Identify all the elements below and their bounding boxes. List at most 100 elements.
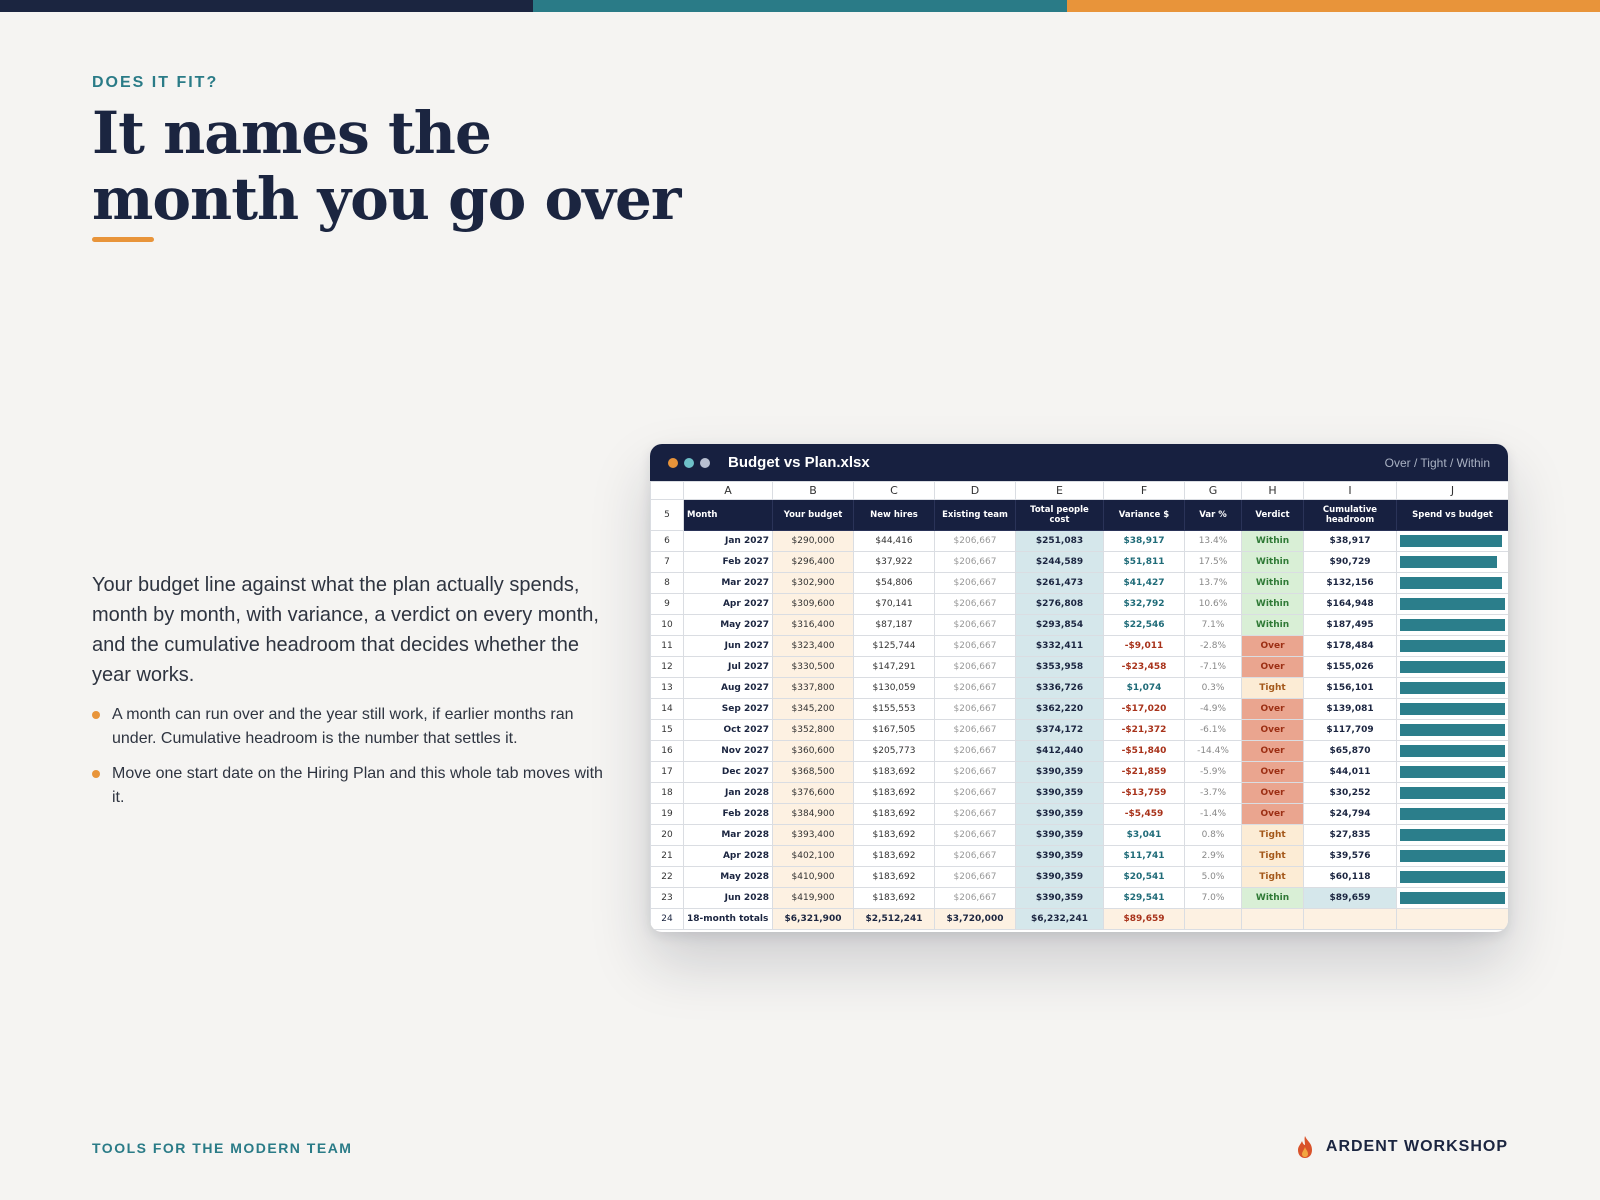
cell-verdict[interactable]: Within <box>1241 593 1304 615</box>
cell-hires[interactable]: $147,291 <box>853 656 935 678</box>
cell-hires[interactable]: $167,505 <box>853 719 935 741</box>
cell-total[interactable]: $374,172 <box>1015 719 1104 741</box>
cell-month[interactable]: Jan 2028 <box>683 782 773 804</box>
cell-spend-vs-budget[interactable] <box>1396 551 1508 573</box>
column-letter-c[interactable]: C <box>853 481 935 500</box>
row-number[interactable]: 17 <box>650 761 684 783</box>
cell-var-pct[interactable]: 2.9% <box>1184 845 1242 867</box>
cell-hires[interactable]: $183,692 <box>853 845 935 867</box>
cell-verdict[interactable]: Tight <box>1241 866 1304 888</box>
cell-verdict[interactable]: Within <box>1241 572 1304 594</box>
cell-hires[interactable]: $183,692 <box>853 782 935 804</box>
cell-month[interactable]: Jun 2027 <box>683 635 773 657</box>
cell-hires[interactable]: $54,806 <box>853 572 935 594</box>
row-number[interactable]: 16 <box>650 740 684 762</box>
cell-budget[interactable]: $323,400 <box>772 635 854 657</box>
cell-spend-vs-budget[interactable] <box>1396 761 1508 783</box>
cell-hires[interactable]: $130,059 <box>853 677 935 699</box>
cell-variance[interactable]: -$21,372 <box>1103 719 1185 741</box>
cell-existing[interactable]: $206,667 <box>934 866 1016 888</box>
column-header[interactable]: Cumulative headroom <box>1303 499 1397 531</box>
row-number[interactable]: 11 <box>650 635 684 657</box>
cell-hires[interactable]: $155,553 <box>853 698 935 720</box>
cell-cumulative[interactable]: $39,576 <box>1303 845 1397 867</box>
row-number[interactable]: 8 <box>650 572 684 594</box>
totals-label[interactable]: 18-month totals → <box>683 908 773 930</box>
cell-total[interactable]: $390,359 <box>1015 824 1104 846</box>
cell-cumulative[interactable]: $178,484 <box>1303 635 1397 657</box>
cell-verdict[interactable]: Over <box>1241 719 1304 741</box>
cell-total[interactable]: $332,411 <box>1015 635 1104 657</box>
cell-total[interactable]: $261,473 <box>1015 572 1104 594</box>
cell-existing[interactable]: $206,667 <box>934 656 1016 678</box>
cell-total[interactable]: $353,958 <box>1015 656 1104 678</box>
column-letter-f[interactable]: F <box>1103 481 1185 500</box>
cell-month[interactable]: Dec 2027 <box>683 761 773 783</box>
cell-var-pct[interactable]: -14.4% <box>1184 740 1242 762</box>
cell-existing[interactable]: $206,667 <box>934 740 1016 762</box>
cell-spend-vs-budget[interactable] <box>1396 593 1508 615</box>
cell-spend-vs-budget[interactable] <box>1396 740 1508 762</box>
cell-var-pct[interactable]: 17.5% <box>1184 551 1242 573</box>
row-number[interactable]: 15 <box>650 719 684 741</box>
cell-variance[interactable]: $3,041 <box>1103 824 1185 846</box>
cell-budget[interactable]: $316,400 <box>772 614 854 636</box>
cell-verdict[interactable]: Tight <box>1241 677 1304 699</box>
cell-verdict[interactable]: Over <box>1241 698 1304 720</box>
cell-verdict[interactable]: Within <box>1241 614 1304 636</box>
cell-existing[interactable]: $206,667 <box>934 845 1016 867</box>
row-number[interactable]: 13 <box>650 677 684 699</box>
cell-existing[interactable]: $206,667 <box>934 803 1016 825</box>
cell-cumulative[interactable]: $156,101 <box>1303 677 1397 699</box>
cell-var-pct[interactable]: -1.4% <box>1184 803 1242 825</box>
cell-variance[interactable]: $1,074 <box>1103 677 1185 699</box>
cell-total[interactable]: $244,589 <box>1015 551 1104 573</box>
cell-verdict[interactable]: Over <box>1241 740 1304 762</box>
cell-budget[interactable]: $368,500 <box>772 761 854 783</box>
cell-month[interactable]: Aug 2027 <box>683 677 773 699</box>
cell-month[interactable]: Oct 2027 <box>683 719 773 741</box>
cell-verdict[interactable]: Over <box>1241 656 1304 678</box>
cell-verdict[interactable]: Within <box>1241 530 1304 552</box>
cell-spend-vs-budget[interactable] <box>1396 782 1508 804</box>
cell-var-pct[interactable]: 0.8% <box>1184 824 1242 846</box>
cell-spend-vs-budget[interactable] <box>1396 572 1508 594</box>
cell-spend-vs-budget[interactable] <box>1396 698 1508 720</box>
cell-var-pct[interactable]: 13.7% <box>1184 572 1242 594</box>
cell-hires[interactable]: $37,922 <box>853 551 935 573</box>
cell-existing[interactable]: $206,667 <box>934 677 1016 699</box>
row-number[interactable]: 12 <box>650 656 684 678</box>
column-letter-a[interactable]: A <box>683 481 773 500</box>
cell-existing[interactable]: $206,667 <box>934 698 1016 720</box>
cell-cumulative[interactable]: $187,495 <box>1303 614 1397 636</box>
cell-cumulative[interactable]: $27,835 <box>1303 824 1397 846</box>
cell-total[interactable]: $390,359 <box>1015 887 1104 909</box>
cell-existing[interactable]: $206,667 <box>934 782 1016 804</box>
row-number[interactable]: 18 <box>650 782 684 804</box>
row-number[interactable]: 20 <box>650 824 684 846</box>
cell-spend-vs-budget[interactable] <box>1396 635 1508 657</box>
cell-budget[interactable]: $419,900 <box>772 887 854 909</box>
row-number[interactable]: 10 <box>650 614 684 636</box>
cell-budget[interactable]: $402,100 <box>772 845 854 867</box>
cell-cumulative[interactable]: $89,659 <box>1303 887 1397 909</box>
column-header[interactable]: Existing team <box>934 499 1016 531</box>
column-letter-e[interactable]: E <box>1015 481 1104 500</box>
cell-verdict[interactable]: Over <box>1241 803 1304 825</box>
empty-total-cell[interactable] <box>1184 908 1242 930</box>
cell-variance[interactable]: $29,541 <box>1103 887 1185 909</box>
cell-existing[interactable]: $206,667 <box>934 614 1016 636</box>
cell-variance[interactable]: $38,917 <box>1103 530 1185 552</box>
column-header[interactable]: Var % <box>1184 499 1242 531</box>
empty-total-cell[interactable] <box>1303 908 1397 930</box>
cell-existing[interactable]: $206,667 <box>934 887 1016 909</box>
cell-spend-vs-budget[interactable] <box>1396 845 1508 867</box>
corner-cell[interactable] <box>650 481 684 500</box>
empty-total-cell[interactable] <box>1396 908 1508 930</box>
cell-budget[interactable]: $352,800 <box>772 719 854 741</box>
total-hires[interactable]: $2,512,241 <box>853 908 935 930</box>
cell-variance[interactable]: $20,541 <box>1103 866 1185 888</box>
cell-variance[interactable]: $11,741 <box>1103 845 1185 867</box>
cell-total[interactable]: $390,359 <box>1015 866 1104 888</box>
cell-verdict[interactable]: Over <box>1241 635 1304 657</box>
